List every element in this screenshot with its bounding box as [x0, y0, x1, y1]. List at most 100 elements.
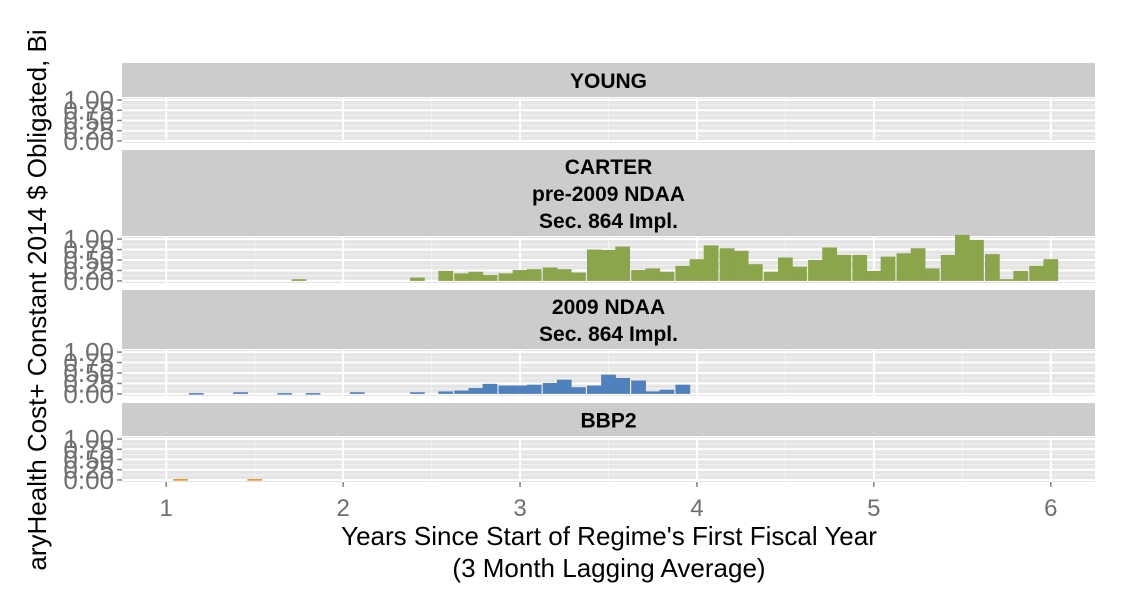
- bar: [733, 250, 749, 281]
- bar: [542, 267, 558, 281]
- bar: [689, 259, 705, 281]
- facet-strip-label: BBP2: [580, 410, 636, 433]
- bar: [468, 388, 484, 394]
- x-tick-label: 1: [160, 495, 173, 522]
- bar: [556, 269, 572, 281]
- bar: [571, 387, 586, 394]
- facet-strip-label: Sec. 864 Impl.: [539, 210, 678, 233]
- y-tick-label: 0.50: [63, 358, 114, 388]
- bar: [896, 253, 912, 281]
- facet-strip-label: Sec. 864 Impl.: [539, 323, 678, 346]
- y-tick-label: 0.25: [63, 116, 114, 146]
- facet-strip: [122, 290, 1095, 349]
- facet-strip: [122, 403, 1095, 436]
- y-axis-title: aryHealth Cost+ Constant 2014 $ Obligate…: [22, 29, 52, 570]
- bar: [703, 245, 719, 281]
- bar: [498, 385, 514, 394]
- y-tick-label: 0.00: [63, 465, 114, 495]
- bar: [556, 379, 572, 394]
- bar: [173, 479, 188, 481]
- bar: [675, 265, 691, 281]
- bar: [410, 277, 425, 281]
- bar: [615, 246, 631, 281]
- y-tick-label: 0.75: [63, 434, 114, 464]
- bar: [645, 268, 661, 281]
- bar: [454, 390, 470, 394]
- bar: [601, 249, 616, 281]
- y-tick-label: 1.00: [63, 424, 114, 454]
- bar: [1013, 270, 1029, 281]
- facet-panel: BBP2 0.000.250.500.751.00: [63, 403, 1095, 495]
- bar: [586, 385, 602, 394]
- bar: [985, 254, 1000, 281]
- bar: [852, 254, 868, 281]
- facet-strip: [122, 63, 1095, 97]
- bar: [778, 257, 793, 281]
- bar: [601, 374, 616, 394]
- y-tick-label: 1.00: [63, 337, 114, 367]
- bar: [586, 249, 602, 281]
- bar: [924, 268, 940, 281]
- y-tick-label: 1.00: [63, 85, 114, 115]
- facet-strip-label: YOUNG: [570, 70, 647, 93]
- y-tick-label: 0.25: [63, 368, 114, 398]
- bar: [542, 383, 558, 394]
- y-tick-label: 0.50: [63, 106, 114, 136]
- bar: [910, 248, 926, 281]
- bar: [512, 270, 528, 281]
- bar: [940, 254, 956, 281]
- bar: [526, 384, 542, 394]
- bar: [880, 256, 896, 281]
- facet-strip-label: 2009 NDAA: [552, 296, 665, 319]
- bar: [999, 279, 1014, 281]
- bar: [645, 391, 661, 394]
- bar: [631, 380, 646, 394]
- bar: [468, 271, 484, 281]
- bar: [631, 270, 646, 281]
- y-tick-label: 0.75: [63, 235, 114, 265]
- y-tick-label: 0.75: [63, 348, 114, 378]
- facet-panel: 2009 NDAA Sec. 864 Impl. 0.000.250.500.751…: [63, 290, 1095, 409]
- x-tick-label: 2: [336, 495, 349, 522]
- bar: [836, 254, 852, 281]
- x-axis-subtitle: (3 Month Lagging Average): [452, 553, 765, 583]
- facet-panel: CARTER pre-2009 NDAA Sec. 864 Impl. 0.000.2…: [63, 150, 1095, 296]
- facet-strip-label: pre-2009 NDAA: [532, 183, 685, 206]
- bar: [498, 273, 514, 281]
- bar: [349, 392, 365, 394]
- bar: [969, 239, 984, 281]
- bar: [675, 384, 691, 394]
- bar: [954, 234, 970, 281]
- y-tick-label: 0.75: [63, 95, 114, 125]
- bar: [822, 247, 838, 281]
- bar: [188, 393, 204, 395]
- bar: [615, 378, 631, 394]
- bar: [659, 389, 675, 394]
- x-tick-label: 3: [513, 495, 526, 522]
- bar: [247, 479, 263, 481]
- bar: [410, 392, 425, 394]
- bar: [233, 392, 248, 394]
- bar: [571, 272, 586, 281]
- facet-panel: YOUNG 0.000.250.500.751.00: [63, 63, 1095, 156]
- bar: [305, 393, 321, 395]
- bar: [808, 260, 823, 281]
- facet-strip-label: CARTER: [565, 156, 653, 179]
- bar: [454, 273, 470, 281]
- chart-panels: YOUNG0.000.250.500.751.00CARTERpre-2009 …: [63, 63, 1095, 495]
- bar: [1043, 259, 1059, 281]
- y-tick-label: 0.00: [63, 266, 114, 296]
- y-tick-label: 0.50: [63, 245, 114, 275]
- bar: [277, 393, 293, 395]
- y-tick-label: 0.50: [63, 445, 114, 475]
- y-tick-label: 0.00: [63, 126, 114, 156]
- x-axis-title: Years Since Start of Regime's First Fisc…: [341, 521, 877, 551]
- bar: [512, 385, 528, 394]
- bar: [747, 264, 763, 281]
- bar: [659, 271, 675, 281]
- facet-strip: [122, 150, 1095, 236]
- bar: [438, 391, 454, 394]
- bar: [1029, 265, 1044, 281]
- y-tick-label: 0.25: [63, 255, 114, 285]
